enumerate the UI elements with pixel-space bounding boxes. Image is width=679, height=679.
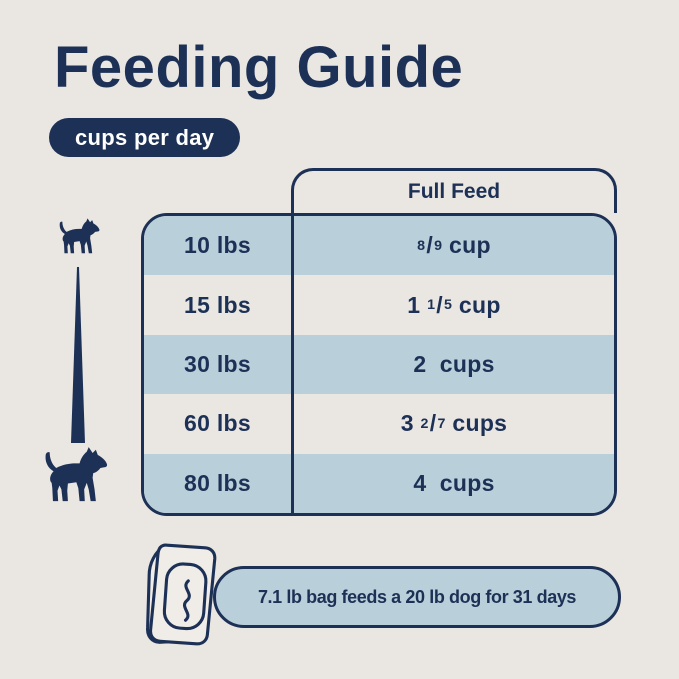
weight-cell: 10 lbs xyxy=(183,232,251,259)
badge-label: cups per day xyxy=(75,124,215,150)
table-row: 10 lbs 8/9 cup xyxy=(144,216,614,276)
bag-note-text: 7.1 lb bag feeds a 20 lb dog for 31 days xyxy=(257,586,577,607)
feeding-table-body: 10 lbs 8/9 cup 15 lbs 1 1/5 cup 30 lbs 2 cups… xyxy=(144,216,614,513)
amount-cell: 8/9 cup xyxy=(291,216,614,276)
amount-cell: 3 2/7 cups xyxy=(291,394,614,454)
table-row: 60 lbs 3 2/7 cups xyxy=(144,394,614,454)
column-header-label: Full Feed xyxy=(407,180,501,203)
amount-cell: 1 1/5 cup xyxy=(291,275,614,335)
cups-per-day-badge: cups per day xyxy=(49,118,241,157)
small-dog-icon xyxy=(59,218,100,254)
table-row: 15 lbs 1 1/5 cup xyxy=(144,275,614,335)
table-row: 80 lbs 4 cups xyxy=(144,453,614,513)
column-header-full-feed: Full Feed xyxy=(291,168,617,213)
table-row: 30 lbs 2 cups xyxy=(144,334,614,395)
amount-cell: 4 cups xyxy=(291,453,614,513)
bag-note-pill: 7.1 lb bag feeds a 20 lb dog for 31 days xyxy=(213,566,621,628)
food-bag-icon xyxy=(146,543,217,646)
feeding-table: 10 lbs 8/9 cup 15 lbs 1 1/5 cup 30 lbs 2 cups… xyxy=(141,213,617,516)
page-title: Feeding Guide xyxy=(54,35,464,100)
weight-cell: 30 lbs xyxy=(183,351,251,378)
size-taper-shape xyxy=(71,267,85,443)
weight-cell: 15 lbs xyxy=(183,291,251,318)
amount-cell: 2 cups xyxy=(291,334,614,395)
weight-cell: 80 lbs xyxy=(183,469,251,496)
weight-cell: 60 lbs xyxy=(183,410,251,437)
large-dog-icon xyxy=(45,447,108,502)
